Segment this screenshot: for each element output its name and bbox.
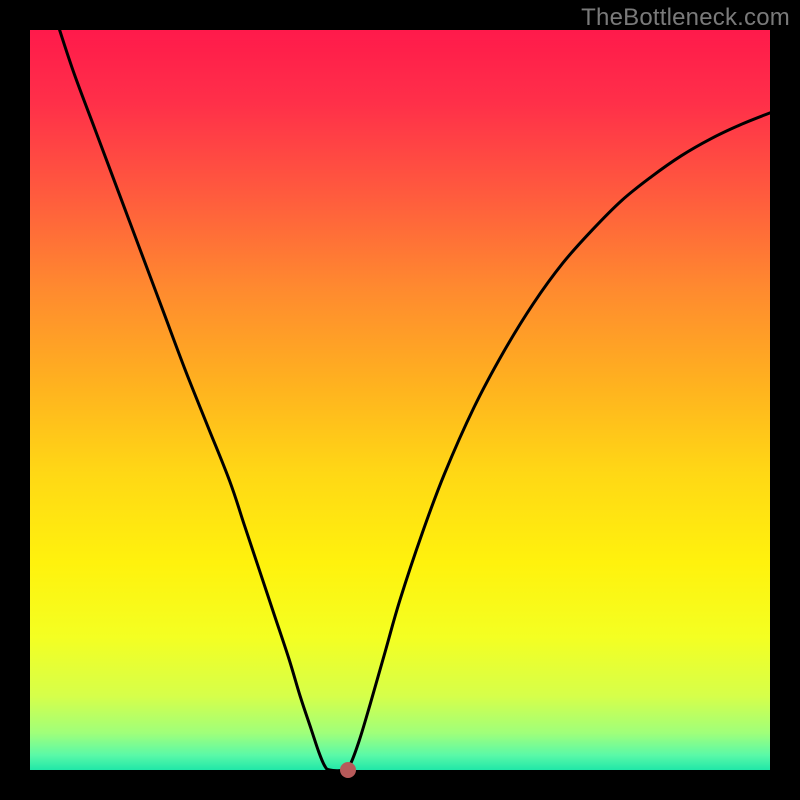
curve-svg [0, 0, 800, 800]
bottleneck-curve [60, 30, 770, 771]
chart-container: TheBottleneck.com [0, 0, 800, 800]
optimal-point-marker [340, 762, 356, 778]
